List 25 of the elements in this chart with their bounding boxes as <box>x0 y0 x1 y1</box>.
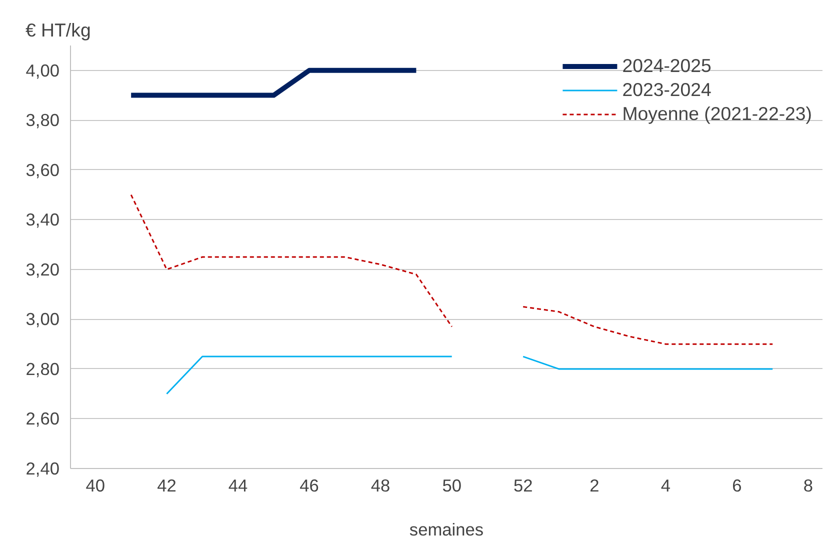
x-tick-label: 48 <box>370 476 390 496</box>
x-tick-label: 40 <box>86 476 106 496</box>
y-tick-label: 2,40 <box>26 458 60 478</box>
legend-label: 2024-2025 <box>622 55 712 77</box>
y-tick-label: 2,60 <box>26 408 60 429</box>
y-axis-title: € HT/kg <box>26 20 91 40</box>
x-tick-label: 2 <box>590 476 600 496</box>
x-tick-label: 8 <box>803 476 814 496</box>
x-tick-label: 42 <box>157 476 176 496</box>
y-tick-label: 3,00 <box>26 309 60 330</box>
y-tick-label: 3,20 <box>26 259 60 280</box>
x-tick-label: 46 <box>300 476 319 496</box>
x-tick-label: 52 <box>513 476 533 496</box>
y-tick-label: 3,60 <box>26 160 60 180</box>
x-tick-label: 4 <box>660 476 671 496</box>
legend-label: Moyenne (2021-22-23) <box>622 103 812 125</box>
x-axis-title: semaines <box>409 520 484 540</box>
x-tick-label: 50 <box>442 476 462 496</box>
y-tick-label: 2,80 <box>26 358 60 379</box>
y-tick-label: 3,80 <box>26 110 60 130</box>
legend-label: 2023-2024 <box>622 79 712 101</box>
y-tick-label: 3,40 <box>26 210 60 230</box>
y-tick-label: 4,00 <box>26 60 60 80</box>
x-tick-label: 44 <box>228 476 248 496</box>
x-tick-label: 6 <box>732 476 742 496</box>
